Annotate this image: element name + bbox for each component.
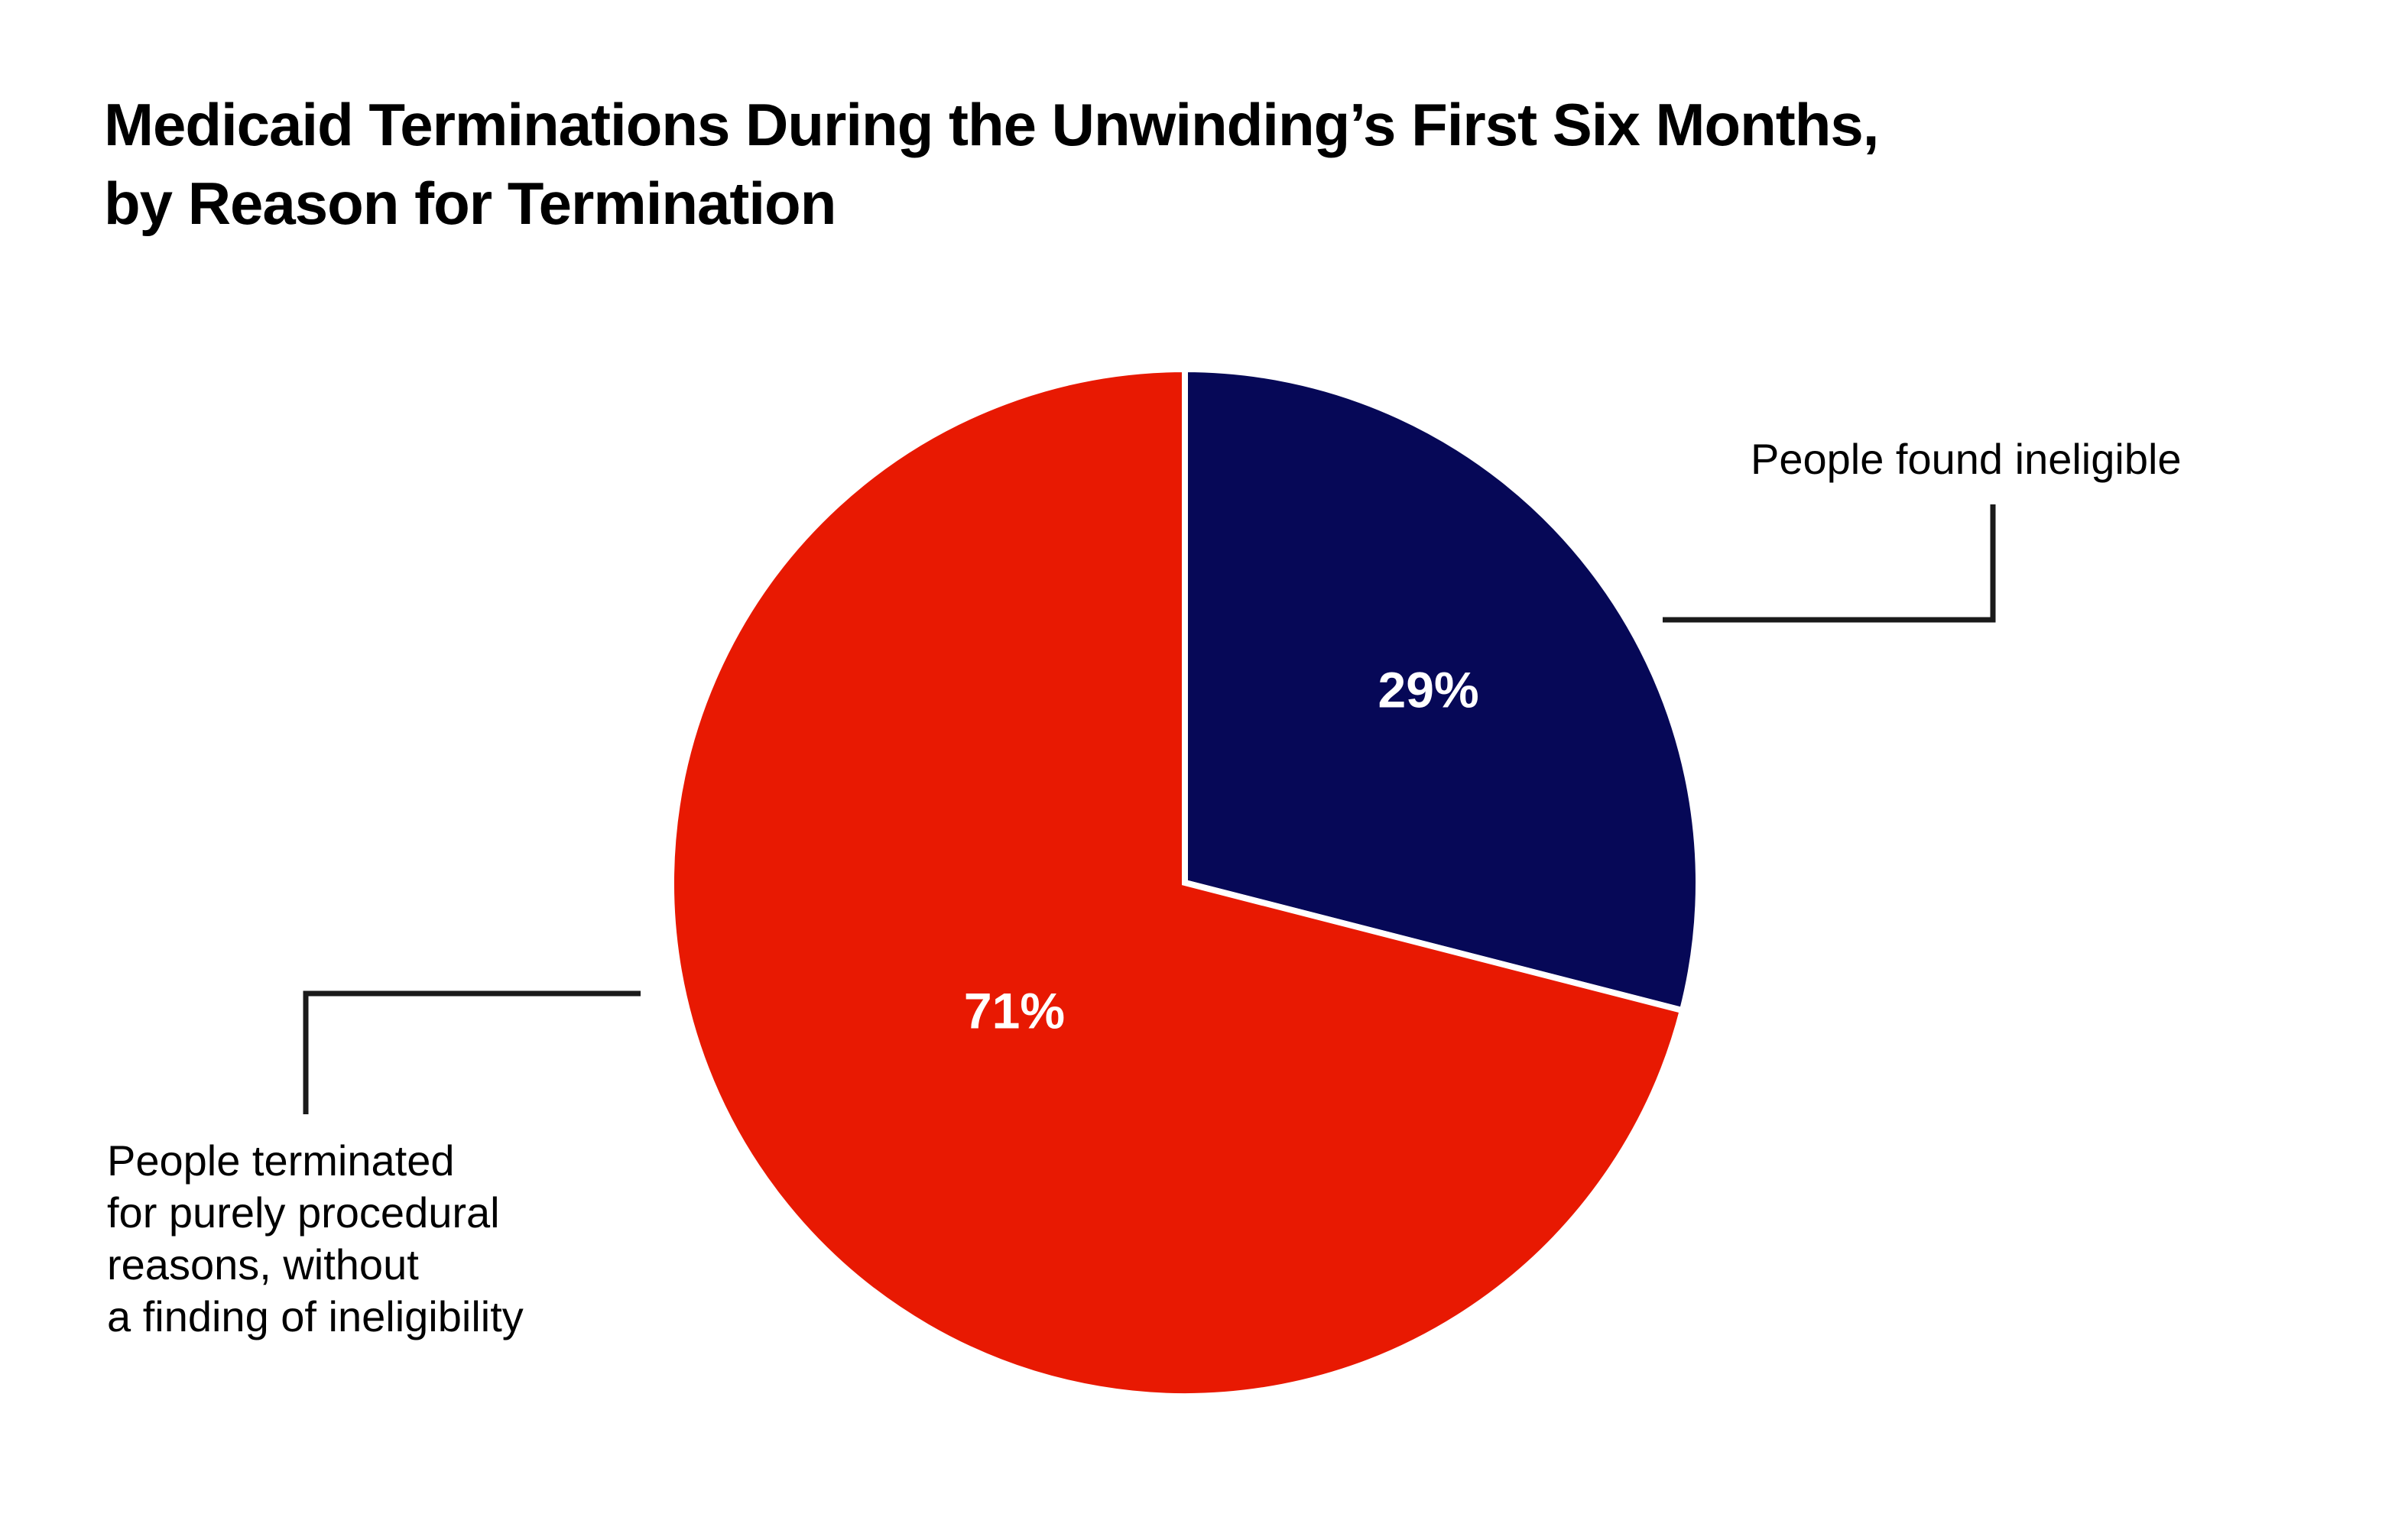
annotation-ineligible-line-1: People found ineligible (1751, 435, 2182, 483)
slice-label-ineligible: 29% (1378, 661, 1479, 718)
annotation-procedural-line-2: for purely procedural (107, 1188, 500, 1237)
slice-label-procedural: 71% (964, 982, 1065, 1039)
pie-slice-ineligible (1182, 365, 1702, 1014)
annotation-procedural: People terminated for purely procedural … (107, 990, 641, 1340)
chart-title-line-2: by Reason for Termination (104, 170, 836, 237)
leader-line-ineligible (1663, 504, 1996, 623)
pie-slice-procedural (668, 365, 1686, 1399)
annotation-procedural-line-4: a finding of ineligibility (107, 1292, 524, 1340)
leader-line-procedural (303, 990, 641, 1114)
pie-slices (668, 365, 1702, 1399)
chart-title: Medicaid Terminations During the Unwindi… (104, 91, 1879, 237)
annotation-procedural-line-1: People terminated (107, 1136, 455, 1185)
annotation-procedural-line-3: reasons, without (107, 1240, 419, 1289)
annotation-ineligible: People found ineligible (1663, 435, 2182, 623)
chart-title-line-1: Medicaid Terminations During the Unwindi… (104, 91, 1878, 158)
slice-labels: 29% 71% (964, 661, 1479, 1039)
